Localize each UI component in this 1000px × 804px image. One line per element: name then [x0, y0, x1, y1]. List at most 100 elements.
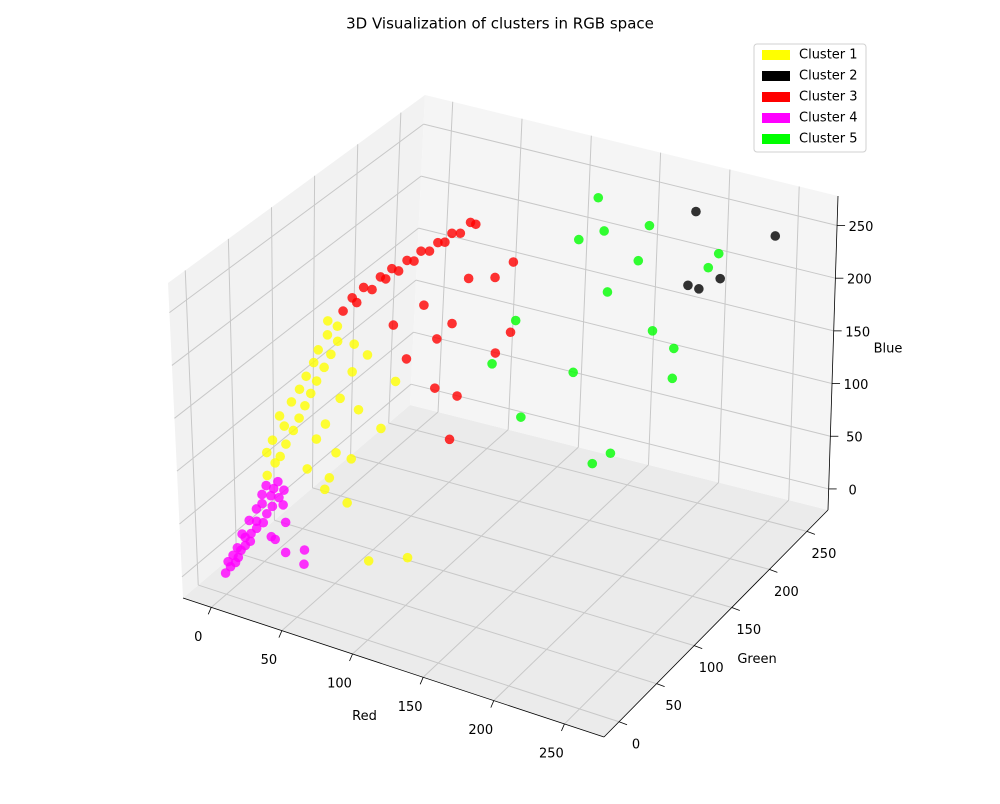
back-pane — [410, 95, 838, 510]
legend-label: Cluster 4 — [799, 111, 858, 126]
x-tick-label: 100 — [327, 676, 352, 691]
x-tick — [561, 723, 565, 732]
grid-line — [312, 487, 732, 608]
x-tick-label: 250 — [539, 746, 564, 761]
y-tick-label: 0 — [632, 737, 640, 752]
point — [257, 489, 267, 500]
point — [487, 358, 497, 369]
y-tick-label: 100 — [699, 661, 724, 676]
point — [593, 192, 604, 203]
grid-line — [410, 383, 829, 490]
point — [294, 413, 304, 423]
grid-line — [413, 331, 831, 437]
point — [419, 300, 429, 310]
point — [266, 490, 276, 501]
y-tick — [731, 607, 740, 611]
grid-line — [437, 101, 454, 413]
grid-line — [210, 411, 439, 608]
z-tick-label: 50 — [846, 431, 863, 446]
point — [261, 480, 271, 491]
point — [257, 498, 267, 509]
grid-line — [169, 123, 424, 313]
point — [602, 287, 613, 297]
y-tick — [806, 530, 816, 535]
grid-line — [184, 270, 199, 586]
point — [267, 501, 278, 512]
point — [286, 397, 297, 407]
y-tick-label: 150 — [736, 623, 761, 638]
point — [278, 500, 288, 510]
point — [232, 543, 243, 553]
x-axis-line — [182, 597, 605, 738]
point — [274, 411, 285, 421]
point — [713, 248, 724, 259]
point — [465, 217, 476, 228]
grid-line — [507, 118, 523, 430]
legend-swatch — [762, 92, 790, 102]
grid-line — [422, 464, 649, 678]
x-tick — [207, 607, 212, 615]
point — [279, 485, 289, 495]
point — [322, 330, 333, 340]
grid-line — [171, 175, 422, 366]
point — [299, 559, 309, 570]
left-pane — [168, 95, 425, 598]
grid-line — [270, 207, 275, 521]
legend-label: Cluster 3 — [799, 90, 858, 105]
z-tick-label: 100 — [844, 378, 869, 393]
point — [430, 383, 440, 393]
point — [311, 434, 322, 444]
point — [326, 349, 336, 360]
point — [302, 464, 313, 474]
grid-line — [281, 429, 509, 632]
point — [349, 339, 359, 349]
grid-line — [423, 123, 838, 226]
legend: Cluster 1 Cluster 2 Cluster 3 Cluster 4 Clus… — [753, 43, 867, 153]
point — [573, 234, 584, 245]
legend-label: Cluster 1 — [799, 48, 858, 63]
point — [342, 498, 352, 508]
point — [275, 451, 285, 462]
grid-line — [350, 455, 770, 570]
point — [322, 316, 333, 326]
point — [490, 348, 501, 358]
point — [228, 550, 238, 561]
y-tick-label: 200 — [774, 585, 799, 600]
x-tick — [278, 630, 283, 638]
point — [401, 354, 412, 364]
point — [274, 492, 284, 503]
grid-line — [493, 482, 719, 701]
legend-swatch — [762, 134, 790, 144]
legend-swatch — [762, 50, 790, 60]
grid-line — [564, 499, 790, 725]
point — [432, 334, 442, 344]
point — [516, 412, 526, 422]
y-axis-label: Green — [737, 652, 776, 667]
point — [358, 282, 369, 293]
grid-line — [718, 169, 731, 483]
point — [490, 272, 500, 283]
point — [273, 476, 283, 487]
x-tick — [349, 653, 353, 662]
point — [440, 237, 450, 247]
point — [347, 293, 358, 303]
x-tick-label: 200 — [468, 723, 493, 738]
point — [715, 273, 725, 284]
point — [308, 357, 319, 368]
legend-label: Cluster 5 — [799, 132, 858, 147]
x-tick-label: 0 — [194, 630, 202, 645]
point — [280, 517, 291, 528]
y-tick — [769, 569, 778, 573]
point — [409, 256, 419, 266]
point — [353, 404, 364, 415]
grid-line — [647, 152, 662, 465]
grid — [169, 101, 838, 725]
point — [319, 484, 330, 495]
point — [362, 350, 373, 360]
x-tick-label: 50 — [261, 653, 278, 668]
grid-line — [352, 446, 579, 655]
point — [301, 371, 311, 382]
x-tick — [419, 677, 424, 685]
point — [444, 434, 455, 445]
